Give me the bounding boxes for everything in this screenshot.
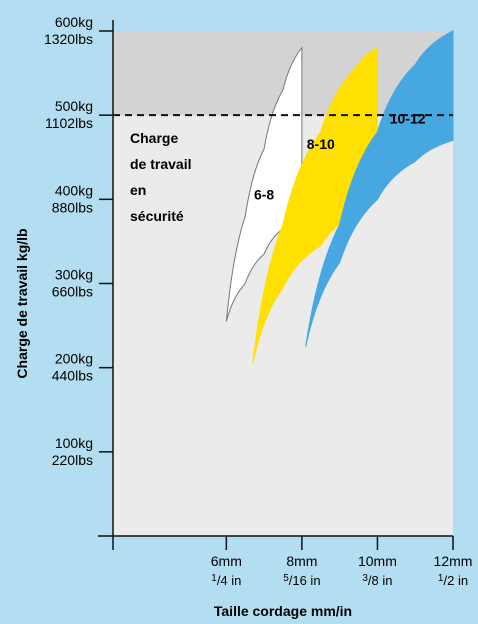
x-tick-label-mm: 10mm bbox=[358, 553, 397, 569]
band-label-10-12: 10-12 bbox=[390, 111, 426, 127]
x-tick-label-in: 5/16 in bbox=[283, 573, 320, 588]
x-tick-label-mm: 8mm bbox=[286, 553, 317, 569]
band-label-6-8: 6-8 bbox=[254, 186, 274, 202]
y-tick-label-lbs: 1102lbs bbox=[45, 115, 93, 131]
band-labels: 6-8 8-10 10-12 bbox=[254, 111, 426, 203]
y-tick-label-lbs: 220lbs bbox=[52, 452, 93, 468]
x-tick-label-in: 1/4 in bbox=[211, 573, 241, 588]
y-tick-label-kg: 300kg bbox=[55, 267, 93, 283]
safe-load-label-line: sécurité bbox=[130, 208, 184, 224]
x-tick-label-mm: 6mm bbox=[211, 553, 242, 569]
x-axis-ticks: 6mm 1/4 in 8mm 5/16 in 10mm 3/8 in 12mm 1/2 in bbox=[211, 536, 473, 588]
x-axis-title: Taille cordage mm/in bbox=[214, 603, 352, 619]
y-tick-label-lbs: 880lbs bbox=[52, 199, 93, 215]
y-tick-label-lbs: 1320lbs bbox=[44, 31, 93, 47]
y-tick-label-lbs: 440lbs bbox=[52, 368, 93, 384]
y-tick-label-kg: 500kg bbox=[55, 98, 93, 114]
y-tick-label-kg: 200kg bbox=[55, 351, 93, 367]
safe-load-label: Charge de travail en sécurité bbox=[130, 130, 191, 224]
band-8-10 bbox=[252, 47, 378, 364]
y-tick-label-kg: 400kg bbox=[55, 182, 93, 198]
safe-load-label-line: de travail bbox=[130, 156, 191, 172]
x-tick-label-in: 1/2 in bbox=[438, 573, 468, 588]
safe-load-label-line: en bbox=[130, 182, 146, 198]
band-6-8 bbox=[225, 46, 303, 322]
band-label-8-10: 8-10 bbox=[307, 136, 335, 152]
x-tick-label-in: 3/8 in bbox=[362, 573, 392, 588]
y-tick-label-kg: 100kg bbox=[55, 435, 93, 451]
load-bands bbox=[225, 30, 454, 364]
safe-load-label-line: Charge bbox=[130, 130, 178, 146]
y-tick-label-lbs: 660lbs bbox=[52, 284, 93, 300]
y-axis-title: Charge de travail kg/lb bbox=[14, 228, 30, 378]
y-tick-label-kg: 600kg bbox=[55, 14, 93, 30]
x-tick-label-mm: 12mm bbox=[434, 553, 473, 569]
band-10-12 bbox=[305, 30, 454, 347]
